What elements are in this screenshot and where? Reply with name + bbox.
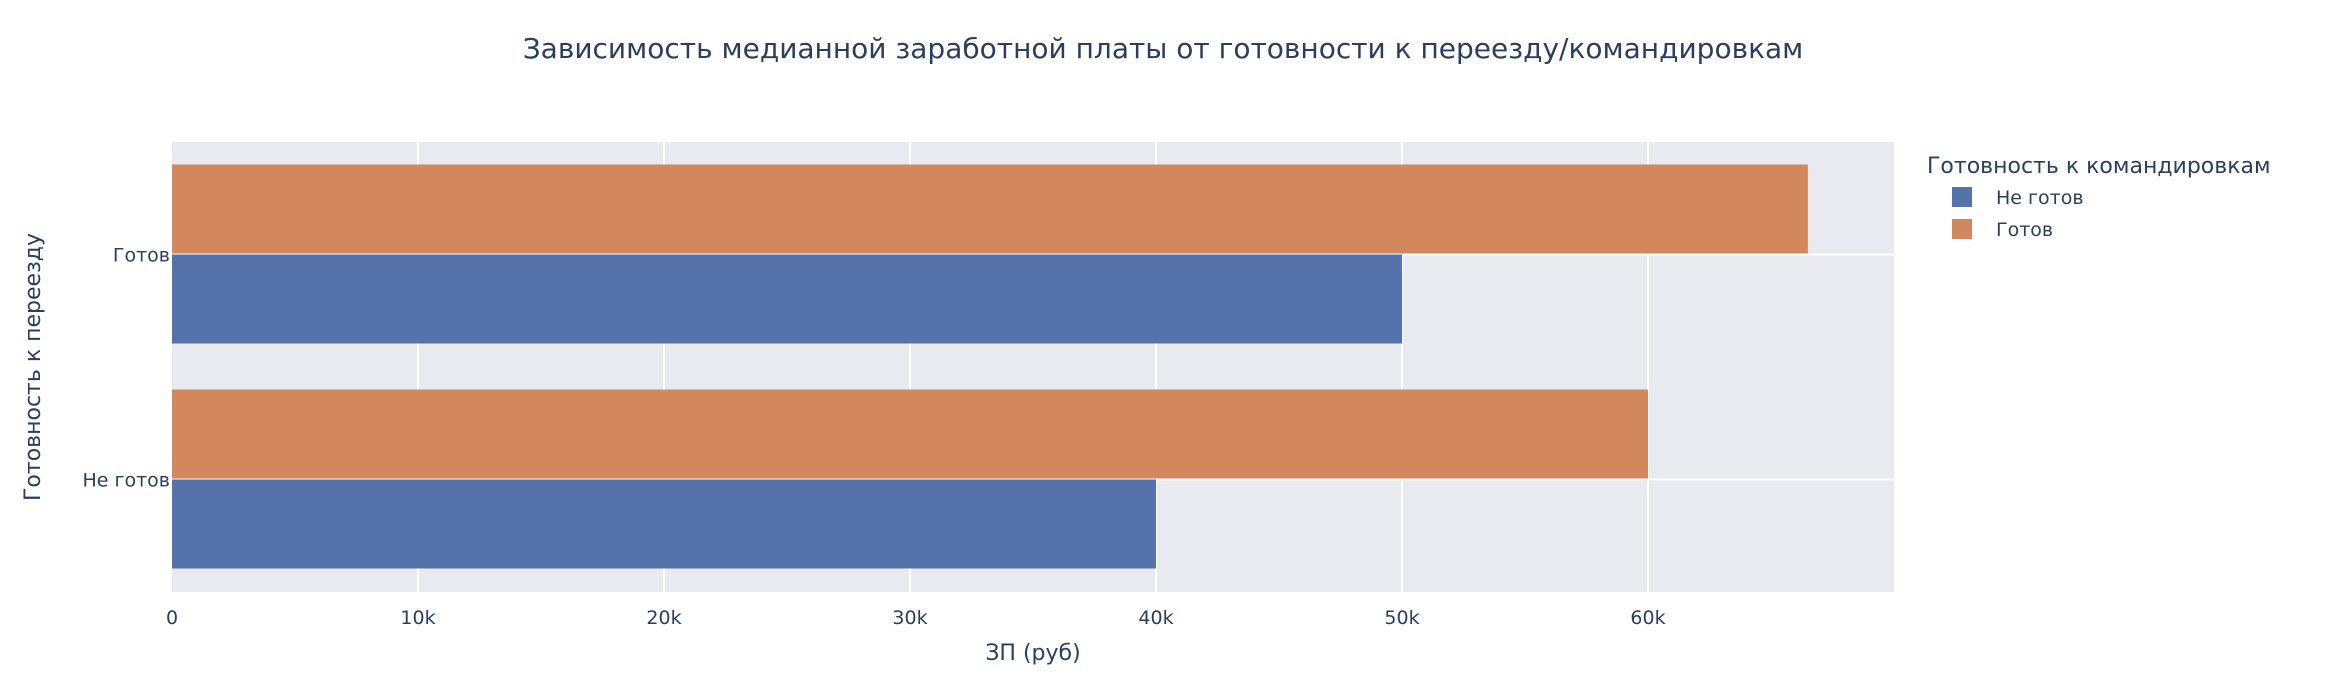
x-tick-label: 30k xyxy=(892,607,927,629)
x-tick-label: 0 xyxy=(166,607,178,629)
legend-swatch xyxy=(1952,219,1972,239)
bar-not-ready-0 xyxy=(172,479,1156,569)
y-axis-title: Готовность к переезду xyxy=(21,233,46,501)
legend-title: Готовность к командировкам xyxy=(1927,154,2271,179)
legend-item-label: Не готов xyxy=(1996,187,2084,209)
y-tick-labels: Не готов Готов xyxy=(82,245,170,492)
legend-item-label: Готов xyxy=(1996,219,2053,241)
legend-swatch xyxy=(1952,187,1972,207)
x-tick-labels: 0 10k 20k 30k 40k 50k 60k xyxy=(166,607,1666,629)
x-tick-label: 60k xyxy=(1630,607,1665,629)
y-tick-label: Готов xyxy=(113,245,170,267)
y-tick-label: Не готов xyxy=(82,470,170,492)
x-tick-label: 20k xyxy=(646,607,681,629)
x-axis-title: ЗП (руб) xyxy=(985,641,1080,666)
x-tick-label: 40k xyxy=(1138,607,1173,629)
bars xyxy=(172,164,1808,569)
legend: Готовность к командировкам Не готов Готов xyxy=(1927,154,2271,241)
bar-ready-0 xyxy=(172,389,1648,479)
bar-not-ready-1 xyxy=(172,254,1402,344)
chart-title: Зависимость медианной заработной платы о… xyxy=(523,32,1804,65)
bar-ready-1 xyxy=(172,164,1808,254)
x-tick-label: 10k xyxy=(400,607,435,629)
x-tick-label: 50k xyxy=(1384,607,1419,629)
